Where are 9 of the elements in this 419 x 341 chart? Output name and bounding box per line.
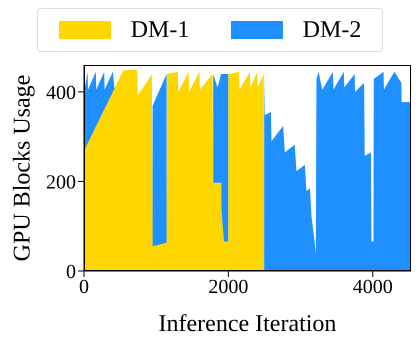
- y-tick-label: 200: [46, 172, 76, 194]
- legend-label: DM-2: [302, 16, 362, 44]
- x-axis-title: Inference Iteration: [158, 311, 336, 337]
- y-axis-title: GPU Blocks Usage: [10, 74, 36, 262]
- y-tick-label: 0: [66, 261, 76, 284]
- x-tick-label: 4000: [352, 276, 393, 298]
- x-tick-label: 2000: [208, 276, 248, 298]
- y-tick-label: 400: [46, 82, 76, 104]
- legend-label: DM-1: [130, 16, 190, 44]
